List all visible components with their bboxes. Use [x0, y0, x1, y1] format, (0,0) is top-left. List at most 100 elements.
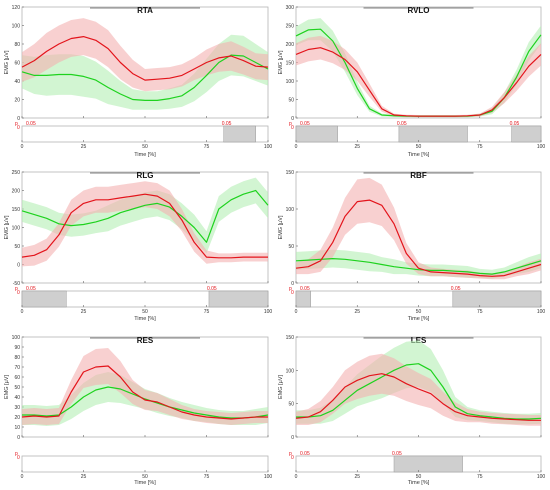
series-band-green — [22, 177, 268, 254]
x-tick-label: 0 — [21, 474, 24, 480]
x-axis-label: Time [%] — [134, 480, 156, 486]
x-axis-label: Time [%] — [134, 316, 156, 322]
y-tick-label: 0 — [291, 281, 294, 287]
x-tick-label: 0 — [295, 144, 298, 150]
x-tick-label: 75 — [204, 474, 210, 480]
x-axis-label: Time [%] — [408, 152, 430, 158]
x-tick-label: 50 — [142, 144, 148, 150]
x-tick-label: 50 — [416, 309, 422, 315]
series-line-green — [21, 54, 269, 101]
pvalue-axis-p-label: p — [289, 286, 292, 292]
pvalue-threshold-label: 0.05 — [300, 121, 310, 127]
x-tick-label: 0 — [21, 309, 24, 315]
pvalue-threshold-label: 0.05 — [207, 286, 217, 292]
chart-title: LES — [411, 336, 427, 345]
x-axis-label: Time [%] — [408, 480, 430, 486]
significant-range — [21, 290, 67, 308]
pvalue-axis-p-label: p — [15, 451, 18, 457]
pvalue-axis-p-label: p — [15, 286, 18, 292]
y-tick-label: 100 — [12, 226, 21, 232]
x-tick-label: 100 — [537, 474, 546, 480]
y-axis-label: EMG [µV] — [278, 375, 284, 399]
chart-title: RBF — [410, 171, 427, 180]
x-tick-label: 100 — [537, 309, 546, 315]
x-tick-label: 100 — [537, 144, 546, 150]
x-tick-label: 0 — [295, 309, 298, 315]
y-tick-label: 80 — [14, 42, 20, 48]
x-tick-label: 50 — [416, 144, 422, 150]
y-tick-label: 250 — [286, 24, 295, 30]
y-axis-label: EMG [µV] — [278, 215, 284, 239]
y-tick-label: 50 — [14, 385, 20, 391]
y-tick-label: 0 — [17, 435, 20, 441]
x-tick-label: 75 — [477, 309, 483, 315]
pvalue-threshold-label: 0.05 — [26, 121, 36, 127]
series-band-red — [22, 181, 268, 267]
x-tick-label: 100 — [264, 144, 273, 150]
significant-range — [511, 125, 542, 143]
y-tick-label: 10 — [14, 425, 20, 431]
y-tick-label: 100 — [12, 24, 21, 30]
pvalue-threshold-label: 0.05 — [451, 286, 461, 292]
y-tick-label: 40 — [14, 79, 20, 85]
y-tick-label: 60 — [14, 61, 20, 67]
x-tick-label: 75 — [477, 144, 483, 150]
pvalue-threshold-label: 0.05 — [222, 121, 232, 127]
y-tick-label: 0 — [17, 116, 20, 122]
pvalue-threshold-label: 0.05 — [392, 451, 402, 457]
series-band-red — [296, 353, 541, 426]
y-tick-label: 60 — [14, 375, 20, 381]
x-tick-label: 50 — [142, 309, 148, 315]
x-tick-label: 50 — [416, 474, 422, 480]
pvalue-axis-zero-label: 0 — [17, 290, 20, 296]
pvalue-axis-zero-label: 0 — [291, 125, 294, 131]
x-tick-label: 25 — [81, 309, 87, 315]
series-line-green — [296, 363, 542, 420]
x-tick-label: 75 — [477, 474, 483, 480]
series-line-green — [22, 386, 269, 419]
pvalue-axis-p-label: p — [289, 451, 292, 457]
x-tick-label: 100 — [264, 474, 273, 480]
y-tick-label: 200 — [12, 189, 21, 195]
y-tick-label: 200 — [286, 42, 295, 48]
chart-title: RVLO — [407, 6, 429, 15]
y-tick-label: 250 — [12, 170, 21, 176]
y-tick-label: 100 — [286, 368, 295, 374]
y-axis-label: EMG [µV] — [4, 375, 10, 399]
y-tick-label: 300 — [286, 5, 295, 11]
significant-range — [295, 125, 338, 143]
series-band-red — [22, 348, 268, 425]
y-tick-label: 90 — [14, 345, 20, 351]
significant-range — [208, 290, 269, 308]
y-axis-label: EMG [µV] — [4, 50, 10, 74]
series-line-red — [295, 373, 541, 421]
y-tick-label: 40 — [14, 395, 20, 401]
series-line-red — [295, 199, 542, 277]
x-tick-label: 75 — [204, 144, 210, 150]
pvalue-threshold-label: 0.05 — [397, 121, 407, 127]
x-tick-label: 75 — [204, 309, 210, 315]
significant-range — [452, 290, 542, 308]
x-axis-label: Time [%] — [408, 316, 430, 322]
pvalue-threshold-label: 0.05 — [300, 286, 310, 292]
y-tick-label: 100 — [286, 207, 295, 213]
pvalue-axis-zero-label: 0 — [291, 290, 294, 296]
x-tick-label: 25 — [354, 144, 360, 150]
y-tick-label: 100 — [286, 79, 295, 85]
y-tick-label: 50 — [14, 244, 20, 250]
x-axis-label: Time [%] — [134, 152, 156, 158]
y-tick-label: 0 — [291, 435, 294, 441]
y-tick-label: 80 — [14, 355, 20, 361]
pvalue-strip — [21, 455, 269, 473]
significant-range — [393, 455, 463, 473]
series-line-green — [295, 258, 542, 275]
y-axis-label: EMG [µV] — [278, 50, 284, 74]
pvalue-threshold-label: 0.05 — [26, 286, 36, 292]
y-axis-label: EMG [µV] — [4, 215, 10, 239]
